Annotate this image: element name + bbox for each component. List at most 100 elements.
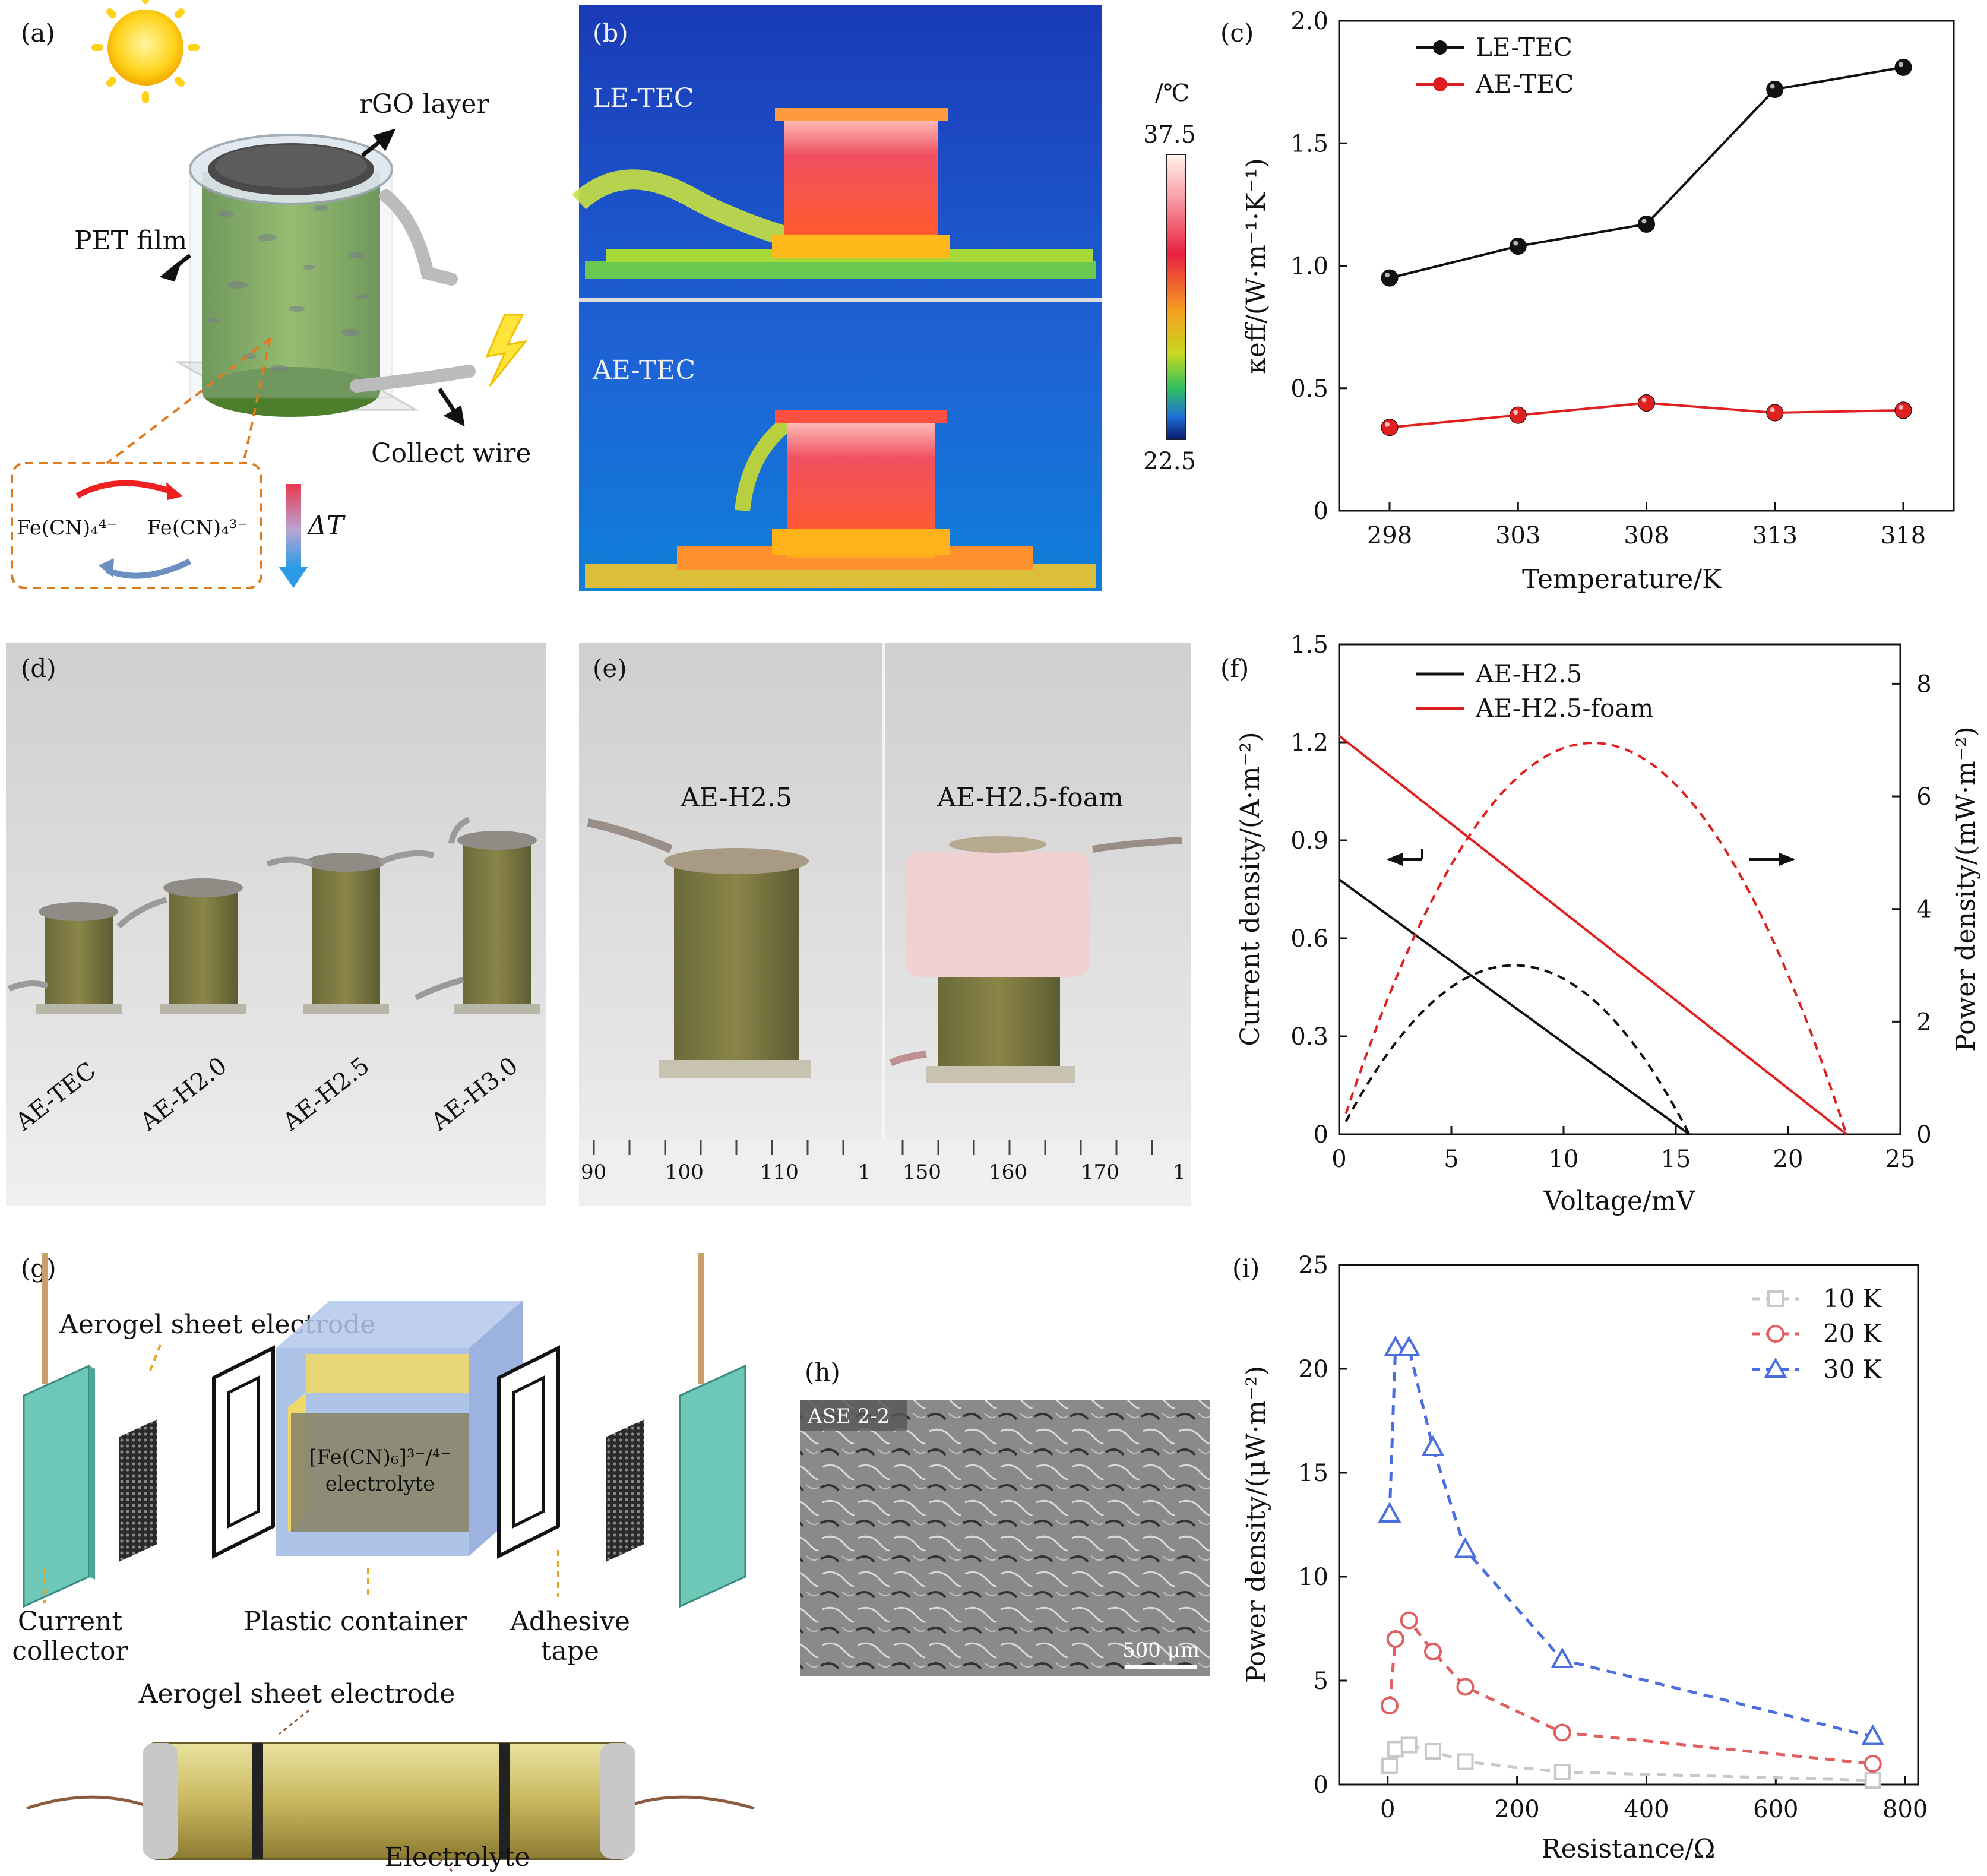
chart-c: (c) Temperature/K κeff/(W·m⁻¹·K⁻¹) 298 30…: [1220, 8, 1955, 594]
panel-f-label: (f): [1220, 654, 1249, 683]
panel-a-label: (a): [21, 18, 55, 48]
chart-c-point-highlight: [1641, 219, 1647, 224]
chart-c-point: [1894, 401, 1912, 419]
current-collector-right: [679, 1364, 746, 1608]
chart-c-ytick-label: 0.5: [1290, 375, 1328, 403]
chart-f-y2label: Power density/(mW·m⁻²): [1951, 726, 1981, 1051]
chart-c-point: [1509, 238, 1527, 255]
ruler-l1: 100: [665, 1160, 704, 1184]
chart-i-ytick-label: 5: [1314, 1668, 1328, 1695]
chart-f-current-line-1: [1338, 735, 1847, 1135]
chart-f-legend: AE-H2.5 AE-H2.5-foam: [1416, 659, 1653, 723]
chart-i-xtick-label: 200: [1494, 1796, 1539, 1823]
sem-tag: ASE 2-2: [807, 1404, 890, 1428]
chart-c-ylabel: κeff/(W·m⁻¹·K⁻¹): [1241, 158, 1271, 374]
zoom-callout: [11, 337, 271, 589]
lightning-icon: [485, 314, 528, 387]
panel-i-label: (i): [1232, 1254, 1260, 1283]
chart-f-y2tick-label: 2: [1916, 1008, 1931, 1036]
ruler-r1: 160: [989, 1160, 1027, 1184]
chart-i-point-square: [1457, 1753, 1474, 1770]
chart-c-point: [1894, 58, 1912, 76]
chart-c-xtick-label: 308: [1624, 522, 1669, 549]
chart-c-point: [1766, 404, 1784, 422]
chart-c-ytick-label: 1.5: [1290, 130, 1328, 157]
chart-c-point: [1509, 406, 1527, 424]
chart-i-legend: 10 K 20 K 30 K: [1752, 1284, 1882, 1384]
chart-c-point-highlight: [1513, 241, 1518, 246]
legend-10k: 10 K: [1823, 1284, 1882, 1313]
ruler-l3: 1: [858, 1160, 871, 1184]
legend-ae-h2-5-foam: AE-H2.5-foam: [1475, 694, 1653, 723]
current-label-1: Current: [18, 1606, 122, 1637]
panel-h: (h) ASE 2-2 500 μm: [800, 1358, 1210, 1676]
panel-b-label: (b): [593, 18, 628, 48]
chart-f-ytick-label: 1.2: [1290, 729, 1328, 757]
chart-c-point: [1766, 81, 1784, 98]
ae-tec-thermal-label: AE-TEC: [592, 355, 695, 385]
electrolyte-cube: [291, 1413, 469, 1532]
chart-i-ytick-label: 0: [1314, 1771, 1328, 1799]
panel-b: LE-TEC AE-TEC (b) /℃ 37.5 22.5: [572, 5, 1196, 591]
chart-i-ytick-label: 10: [1298, 1564, 1328, 1591]
chart-c-ytick-label: 0: [1314, 498, 1328, 525]
pointer-arrows: [159, 128, 465, 427]
panel-d-label: (d): [21, 654, 56, 683]
chart-i-ytick-label: 25: [1298, 1252, 1328, 1279]
collect-wire-label: Collect wire: [371, 438, 531, 469]
aerogel-sheet-right: [606, 1419, 644, 1562]
plastic-container-label: Plastic container: [243, 1606, 467, 1637]
chart-c-legend: LE-TEC AE-TEC: [1416, 33, 1574, 99]
panel-g: (g) Aerogel sheet electrode [Fe(CN)₆]³⁻/…: [12, 1253, 755, 1875]
chart-f-ytick-label: 0.3: [1290, 1023, 1328, 1051]
chart-c-point-highlight: [1385, 273, 1390, 278]
panel-h-label: (h): [805, 1358, 840, 1387]
chart-i-xtick-label: 600: [1753, 1796, 1798, 1823]
chart-c-point: [1381, 269, 1399, 287]
current-label-2: collector: [12, 1636, 128, 1666]
ruler-r0: 150: [903, 1160, 941, 1184]
panel-c-label: (c): [1220, 18, 1254, 48]
chart-f-ytick-label: 0: [1314, 1121, 1328, 1149]
chart-i-point-triangle: [1454, 1537, 1477, 1558]
chart-i-ytick-label: 15: [1298, 1460, 1328, 1487]
chart-i-point-circle: [1380, 1697, 1399, 1714]
electrolyte-label: Electrolyte: [385, 1842, 530, 1872]
chart-c-series-line-0: [1389, 66, 1904, 280]
aerogel-electrode-label-2: Aerogel sheet electrode: [138, 1679, 455, 1709]
chart-c-xtick-label: 298: [1367, 522, 1412, 549]
chart-c-point-highlight: [1385, 422, 1390, 427]
pet-film-label: PET film: [74, 226, 187, 256]
capsule-device: [144, 1742, 634, 1860]
chart-c-point: [1638, 215, 1655, 233]
chart-i-point-triangle: [1421, 1435, 1445, 1456]
chart-f-xtick-label: 0: [1331, 1146, 1346, 1173]
chart-f-ytick-label: 1.5: [1290, 631, 1328, 659]
chart-f-xtick-label: 25: [1885, 1146, 1916, 1173]
chart-i-xlabel: Resistance/Ω: [1542, 1834, 1716, 1864]
chart-i-series-line-2: [1388, 1346, 1874, 1738]
chart-i-point-square: [1553, 1764, 1571, 1780]
chart-c-xtick-label: 318: [1881, 522, 1926, 549]
chart-i-series: [1378, 1335, 1885, 1789]
current-collector-left: [23, 1364, 90, 1608]
electrolyte-box-label: electrolyte: [325, 1472, 435, 1496]
fe-cn-3-label: Fe(CN)₄³⁻: [147, 516, 248, 540]
chart-f-ylabel: Current density/(A·m⁻²): [1235, 732, 1265, 1046]
fe-cn-4-label: Fe(CN)₄⁴⁻: [17, 516, 117, 540]
chart-i-point-square: [1864, 1772, 1881, 1789]
legend-ae-h2-5: AE-H2.5: [1475, 659, 1582, 688]
chart-f-xtick-label: 5: [1444, 1146, 1458, 1173]
chart-f-y2tick-label: 0: [1916, 1121, 1931, 1149]
redox-arrow-red: [75, 480, 176, 499]
e-left-label: AE-H2.5: [680, 783, 792, 813]
rgo-label: rGO layer: [359, 89, 489, 119]
legend-20k: 20 K: [1823, 1319, 1882, 1348]
chart-i-point-circle: [1386, 1630, 1404, 1648]
chart-c-ticks: 298 303 308 313 318 0 0.5 1.0 1.5 2.0: [1290, 8, 1926, 549]
legend-ae-tec: AE-TEC: [1475, 69, 1574, 99]
sem-image: [800, 1400, 1210, 1676]
legend-30k: 30 K: [1823, 1355, 1882, 1384]
